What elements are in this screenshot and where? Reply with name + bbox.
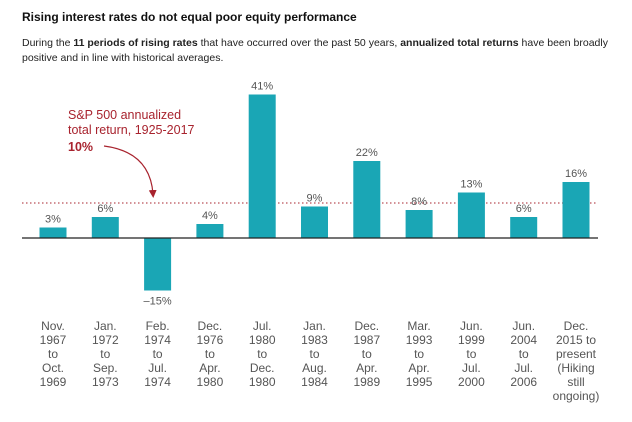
category-label-line: 2015 to: [556, 333, 596, 347]
category-label-line: to: [48, 347, 58, 361]
bar-value-label: 6%: [97, 203, 113, 215]
bar-value-label: –15%: [144, 296, 172, 308]
bar: [39, 227, 67, 238]
category-label-line: Jan.: [303, 319, 326, 333]
category-label-line: Jul.: [462, 361, 481, 375]
category-label-line: Nov.: [41, 319, 65, 333]
category-label-line: to: [153, 347, 163, 361]
bar: [91, 217, 119, 238]
category-label-line: 1980: [249, 375, 276, 389]
category-label-line: to: [205, 347, 215, 361]
bar: [562, 182, 590, 238]
category-label-line: to: [466, 347, 476, 361]
category-label-line: to: [309, 347, 319, 361]
category-label-line: Dec.: [198, 319, 223, 333]
category-label-line: Jun.: [512, 319, 535, 333]
category-label-line: 1980: [249, 333, 276, 347]
bar: [248, 94, 276, 238]
category-label-line: 1999: [458, 333, 485, 347]
bar-value-label: 13%: [460, 179, 482, 191]
bar-value-label: 9%: [307, 193, 323, 205]
bar: [301, 206, 328, 238]
category-label-line: Apr.: [199, 361, 220, 375]
bar-value-label: 41%: [251, 81, 273, 93]
bar-value-label: 3%: [45, 214, 61, 226]
subtitle-bold-1: 11 periods of rising rates: [73, 37, 198, 49]
category-label-line: 1995: [406, 375, 433, 389]
category-label-line: 1993: [406, 333, 433, 347]
bar: [144, 238, 172, 291]
bar-value-label: 6%: [516, 203, 532, 215]
category-label-line: to: [362, 347, 372, 361]
category-label-line: 1972: [92, 333, 119, 347]
subtitle-text-1: During the: [22, 37, 74, 49]
bar: [457, 192, 485, 238]
category-label-line: Dec.: [354, 319, 379, 333]
category-label-line: 1976: [197, 333, 224, 347]
category-label-line: 1987: [353, 333, 380, 347]
category-label-line: Jan.: [94, 319, 117, 333]
category-label-line: Apr.: [408, 361, 429, 375]
chart-title: Rising interest rates do not equal poor …: [22, 10, 357, 24]
category-label-line: (Hiking: [557, 361, 594, 375]
category-label-line: 1967: [40, 333, 67, 347]
category-label-line: Feb.: [146, 319, 170, 333]
category-label-line: Aug.: [302, 361, 327, 375]
reference-arrow: [103, 145, 157, 198]
category-label-line: 2004: [510, 333, 537, 347]
category-label-line: to: [414, 347, 424, 361]
bar: [510, 217, 538, 238]
category-label-line: 2006: [510, 375, 537, 389]
category-label-line: ongoing): [553, 389, 600, 403]
category-label-line: Oct.: [42, 361, 64, 375]
category-label-line: to: [519, 347, 529, 361]
bar: [405, 210, 433, 238]
bar: [353, 161, 381, 238]
category-label-line: to: [100, 347, 110, 361]
category-label-line: 1974: [144, 375, 171, 389]
category-label-line: 1983: [301, 333, 328, 347]
category-label-line: 1989: [353, 375, 380, 389]
category-label-line: Jun.: [460, 319, 483, 333]
bar-value-label: 16%: [565, 168, 587, 180]
bar: [196, 224, 224, 238]
category-label-line: 1984: [301, 375, 328, 389]
category-label-line: still: [567, 375, 584, 389]
category-label-line: Jul.: [514, 361, 533, 375]
category-label-line: Sep.: [93, 361, 118, 375]
category-label-line: 1973: [92, 375, 119, 389]
category-label-line: Jul.: [253, 319, 272, 333]
category-label-line: 1980: [197, 375, 224, 389]
category-label-line: 2000: [458, 375, 485, 389]
reference-label-line: S&P 500 annualized: [68, 108, 181, 122]
subtitle-text-2: that have occurred over the past 50 year…: [197, 37, 401, 49]
subtitle-text-3: have been broadly positive and in line w…: [22, 37, 608, 64]
category-label-line: Mar.: [407, 319, 430, 333]
bar-value-label: 4%: [202, 210, 218, 222]
bar-value-label: 22%: [356, 147, 378, 159]
chart-subtitle: During the 11 periods of rising rates th…: [22, 36, 612, 66]
category-label-line: Jul.: [148, 361, 167, 375]
category-label-line: 1969: [40, 375, 67, 389]
reference-label-line: total return, 1925-2017: [68, 123, 195, 137]
subtitle-bold-2: annualized total returns: [400, 37, 519, 49]
category-label-line: to: [257, 347, 267, 361]
category-label-line: Apr.: [356, 361, 377, 375]
bar-value-label: 8%: [411, 196, 427, 208]
category-label-line: 1974: [144, 333, 171, 347]
category-label-line: Dec.: [250, 361, 275, 375]
reference-value-label: 10%: [68, 140, 93, 154]
category-label-line: present: [556, 347, 597, 361]
category-label-line: Dec.: [564, 319, 589, 333]
